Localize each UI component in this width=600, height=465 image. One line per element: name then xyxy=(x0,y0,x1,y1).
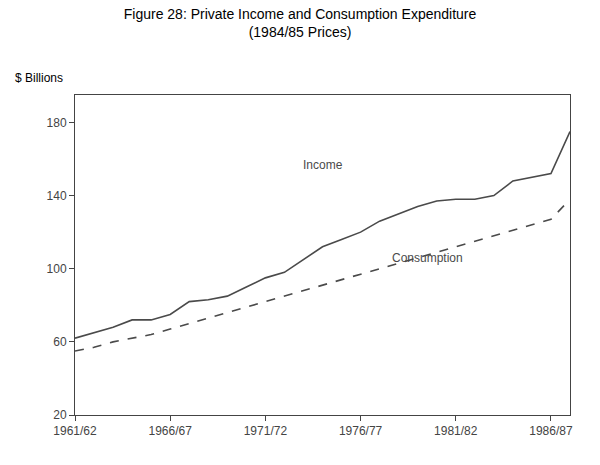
svg-text:1976/77: 1976/77 xyxy=(339,424,383,438)
svg-text:1966/67: 1966/67 xyxy=(148,424,192,438)
svg-text:180: 180 xyxy=(47,116,67,130)
svg-text:Income: Income xyxy=(303,158,343,172)
svg-text:1981/82: 1981/82 xyxy=(434,424,478,438)
svg-text:1971/72: 1971/72 xyxy=(244,424,288,438)
svg-text:Consumption: Consumption xyxy=(392,251,463,265)
svg-text:100: 100 xyxy=(47,262,67,276)
svg-text:1986/87: 1986/87 xyxy=(529,424,573,438)
svg-text:20: 20 xyxy=(53,408,67,422)
svg-text:140: 140 xyxy=(47,189,67,203)
svg-text:60: 60 xyxy=(53,335,67,349)
svg-text:1961/62: 1961/62 xyxy=(53,424,97,438)
svg-text:Figure 28: Private Income and: Figure 28: Private Income and Consumptio… xyxy=(124,6,477,40)
svg-text:$ Billions: $ Billions xyxy=(15,71,63,85)
